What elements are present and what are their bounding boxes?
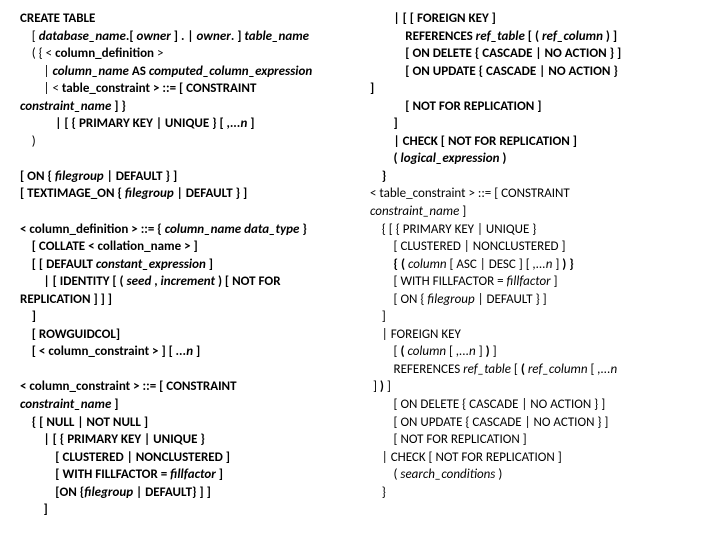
right-column: | [ [ FOREIGN KEY ] REFERENCES ref_table… xyxy=(360,10,700,530)
syntax-line: ( { < column_definition > xyxy=(20,45,350,63)
syntax-line: | [ IDENTITY [ ( seed , increment ) [ NO… xyxy=(20,273,350,291)
syntax-line: REPLICATION ] ] ] xyxy=(20,291,350,309)
syntax-line: | [ { PRIMARY KEY | UNIQUE } [ ,...n ] xyxy=(20,115,350,133)
syntax-line: ] ) ] xyxy=(370,378,700,396)
syntax-line: ( logical_expression ) xyxy=(370,150,700,168)
syntax-line: [ database_name.[ owner ] . | owner. ] t… xyxy=(20,28,350,46)
syntax-line: ] xyxy=(370,308,700,326)
syntax-line: [ TEXTIMAGE_ON { filegroup | DEFAULT } ] xyxy=(20,185,350,203)
syntax-line: [ON {filegroup | DEFAULT} ] ] xyxy=(20,484,350,502)
syntax-line: [ CLUSTERED | NONCLUSTERED ] xyxy=(20,449,350,467)
syntax-line: [ ON UPDATE { CASCADE | NO ACTION } xyxy=(370,63,700,81)
left-column: CREATE TABLE [ database_name.[ owner ] .… xyxy=(20,10,360,530)
syntax-line: | < table_constraint > ::= [ CONSTRAINT xyxy=(20,80,350,98)
syntax-line: [ WITH FILLFACTOR = fillfactor ] xyxy=(370,273,700,291)
syntax-line: [ ( column [ ,...n ] ) ] xyxy=(370,343,700,361)
syntax-line: [ NOT FOR REPLICATION ] xyxy=(370,98,700,116)
syntax-line: CREATE TABLE xyxy=(20,10,350,28)
syntax-line: < column_constraint > ::= [ CONSTRAINT xyxy=(20,378,350,396)
syntax-line: [ COLLATE < collation_name > ] xyxy=(20,238,350,256)
syntax-line: REFERENCES ref_table [ ( ref_column [ ,.… xyxy=(370,361,700,379)
syntax-line xyxy=(20,361,350,379)
syntax-line: } xyxy=(370,168,700,186)
syntax-line: [ < column_constraint > ] [ ...n ] xyxy=(20,343,350,361)
syntax-line: [ ON DELETE { CASCADE | NO ACTION } ] xyxy=(370,45,700,63)
syntax-line: [ ON DELETE { CASCADE | NO ACTION } ] xyxy=(370,396,700,414)
syntax-line: ] xyxy=(370,80,700,98)
syntax-line xyxy=(20,203,350,221)
syntax-line: | column_name AS computed_column_express… xyxy=(20,63,350,81)
syntax-line: ( search_conditions ) xyxy=(370,466,700,484)
syntax-line: | FOREIGN KEY xyxy=(370,326,700,344)
syntax-line: < table_constraint > ::= [ CONSTRAINT xyxy=(370,185,700,203)
syntax-line: [ WITH FILLFACTOR = fillfactor ] xyxy=(20,466,350,484)
syntax-line: constraint_name ] xyxy=(20,396,350,414)
syntax-line: | CHECK [ NOT FOR REPLICATION ] xyxy=(370,449,700,467)
syntax-line: constraint_name ] } xyxy=(20,98,350,116)
syntax-line: [ ON { filegroup | DEFAULT } ] xyxy=(370,291,700,309)
syntax-line xyxy=(20,150,350,168)
syntax-line: [ ON { filegroup | DEFAULT } ] xyxy=(20,168,350,186)
syntax-line: [ [ DEFAULT constant_expression ] xyxy=(20,256,350,274)
syntax-line: { [ { PRIMARY KEY | UNIQUE } xyxy=(370,221,700,239)
syntax-line: { [ NULL | NOT NULL ] xyxy=(20,414,350,432)
syntax-line: | [ [ FOREIGN KEY ] xyxy=(370,10,700,28)
syntax-line: ] xyxy=(370,115,700,133)
syntax-line: < column_definition > ::= { column_name … xyxy=(20,221,350,239)
syntax-line: } xyxy=(370,484,700,502)
syntax-line: { ( column [ ASC | DESC ] [ ,...n ] ) } xyxy=(370,256,700,274)
syntax-line: [ CLUSTERED | NONCLUSTERED ] xyxy=(370,238,700,256)
syntax-line: ) xyxy=(20,133,350,151)
syntax-line: REFERENCES ref_table [ ( ref_column ) ] xyxy=(370,28,700,46)
syntax-line: | [ { PRIMARY KEY | UNIQUE } xyxy=(20,431,350,449)
syntax-line: [ ON UPDATE { CASCADE | NO ACTION } ] xyxy=(370,414,700,432)
syntax-line: constraint_name ] xyxy=(370,203,700,221)
syntax-line: | CHECK [ NOT FOR REPLICATION ] xyxy=(370,133,700,151)
syntax-line: ] xyxy=(20,501,350,519)
syntax-line: [ ROWGUIDCOL] xyxy=(20,326,350,344)
syntax-line: ] xyxy=(20,308,350,326)
syntax-line: [ NOT FOR REPLICATION ] xyxy=(370,431,700,449)
